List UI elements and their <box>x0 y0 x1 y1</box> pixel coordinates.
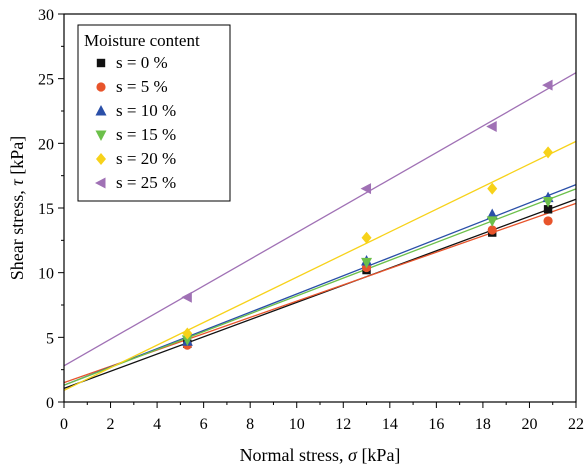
fit-line-0 <box>63 198 577 390</box>
data-point-s5-2 <box>486 121 497 133</box>
x-tick-label-8: 16 <box>428 416 444 433</box>
x-axis-label: Normal stress, σ [kPa] <box>240 445 401 465</box>
y-tick-label-3: 15 <box>38 201 54 218</box>
y-tick-label-2: 10 <box>38 266 54 283</box>
x-tick-label-6: 12 <box>335 416 351 433</box>
y-axis-label-symbol: τ <box>7 179 27 186</box>
data-point-s4-3 <box>543 146 554 159</box>
legend-label-1: s = 5 % <box>116 77 168 96</box>
x-axis-label-unit: [kPa] <box>357 445 401 465</box>
data-points <box>181 79 554 350</box>
legend-marker-4 <box>96 153 106 165</box>
data-point-s4-0 <box>182 327 193 340</box>
legend-marker-2 <box>95 105 107 116</box>
data-point-s1-3 <box>543 216 553 226</box>
y-tick-label-5: 25 <box>38 72 54 89</box>
legend-label-3: s = 15 % <box>116 125 176 144</box>
y-tick-label-6: 30 <box>38 7 54 24</box>
y-axis-ticks: 0 5 10 15 20 25 30 <box>38 7 64 412</box>
fit-line-5 <box>63 72 577 367</box>
legend-title: Moisture content <box>84 31 200 50</box>
y-axis-label-main: Shear stress, <box>7 186 27 280</box>
x-axis-label-symbol: σ <box>348 445 358 465</box>
data-point-s2-2 <box>486 208 498 219</box>
data-point-s4-2 <box>487 182 498 195</box>
y-tick-label-0: 0 <box>46 395 54 412</box>
y-tick-label-4: 20 <box>38 136 54 153</box>
x-tick-label-10: 20 <box>521 416 537 433</box>
data-point-s3-3 <box>542 197 554 208</box>
legend-marker-1 <box>96 82 106 92</box>
x-tick-label-5: 10 <box>289 416 305 433</box>
data-point-s0-3 <box>543 205 553 214</box>
x-tick-label-7: 14 <box>382 416 398 433</box>
legend-marker-5 <box>95 177 106 189</box>
x-axis-label-main: Normal stress, <box>240 445 348 465</box>
legend-label-4: s = 20 % <box>116 149 176 168</box>
legend-label-0: s = 0 % <box>116 53 168 72</box>
x-tick-label-11: 22 <box>568 416 584 433</box>
y-tick-label-1: 5 <box>46 330 54 347</box>
data-point-s3-2 <box>486 216 498 227</box>
data-point-s3-1 <box>361 257 373 269</box>
data-point-s3-0 <box>181 335 193 346</box>
x-tick-label-0: 0 <box>60 416 68 433</box>
legend-items: s = 0 % s = 5 % s = 10 % s = 15 % s = 20 % s … <box>95 53 176 192</box>
x-tick-label-2: 4 <box>153 416 161 433</box>
data-point-s1-2 <box>487 225 497 235</box>
legend: Moisture content s = 0 %s = 5 %s = 10 %s… <box>77 24 231 202</box>
fit-line-3 <box>63 188 577 386</box>
legend-label-2: s = 10 % <box>116 101 176 120</box>
data-point-s5-1 <box>360 183 372 195</box>
data-point-s4-1 <box>361 231 372 244</box>
y-axis-label: Shear stress, τ [kPa] <box>7 136 27 280</box>
data-point-s5-0 <box>181 291 192 303</box>
x-tick-label-1: 2 <box>107 416 115 433</box>
data-point-s5-3 <box>542 79 553 91</box>
legend-marker-0 <box>96 58 106 68</box>
fit-line-4 <box>63 140 577 391</box>
x-tick-label-4: 8 <box>246 416 254 433</box>
y-axis-label-unit: [kPa] <box>7 136 27 180</box>
x-tick-label-3: 6 <box>200 416 208 433</box>
legend-label-5: s = 25 % <box>116 173 176 192</box>
legend-marker-3 <box>95 130 107 141</box>
x-axis-ticks: 0 2 4 6 8 10 12 14 16 18 20 22 <box>60 402 584 433</box>
x-tick-label-9: 18 <box>475 416 491 433</box>
